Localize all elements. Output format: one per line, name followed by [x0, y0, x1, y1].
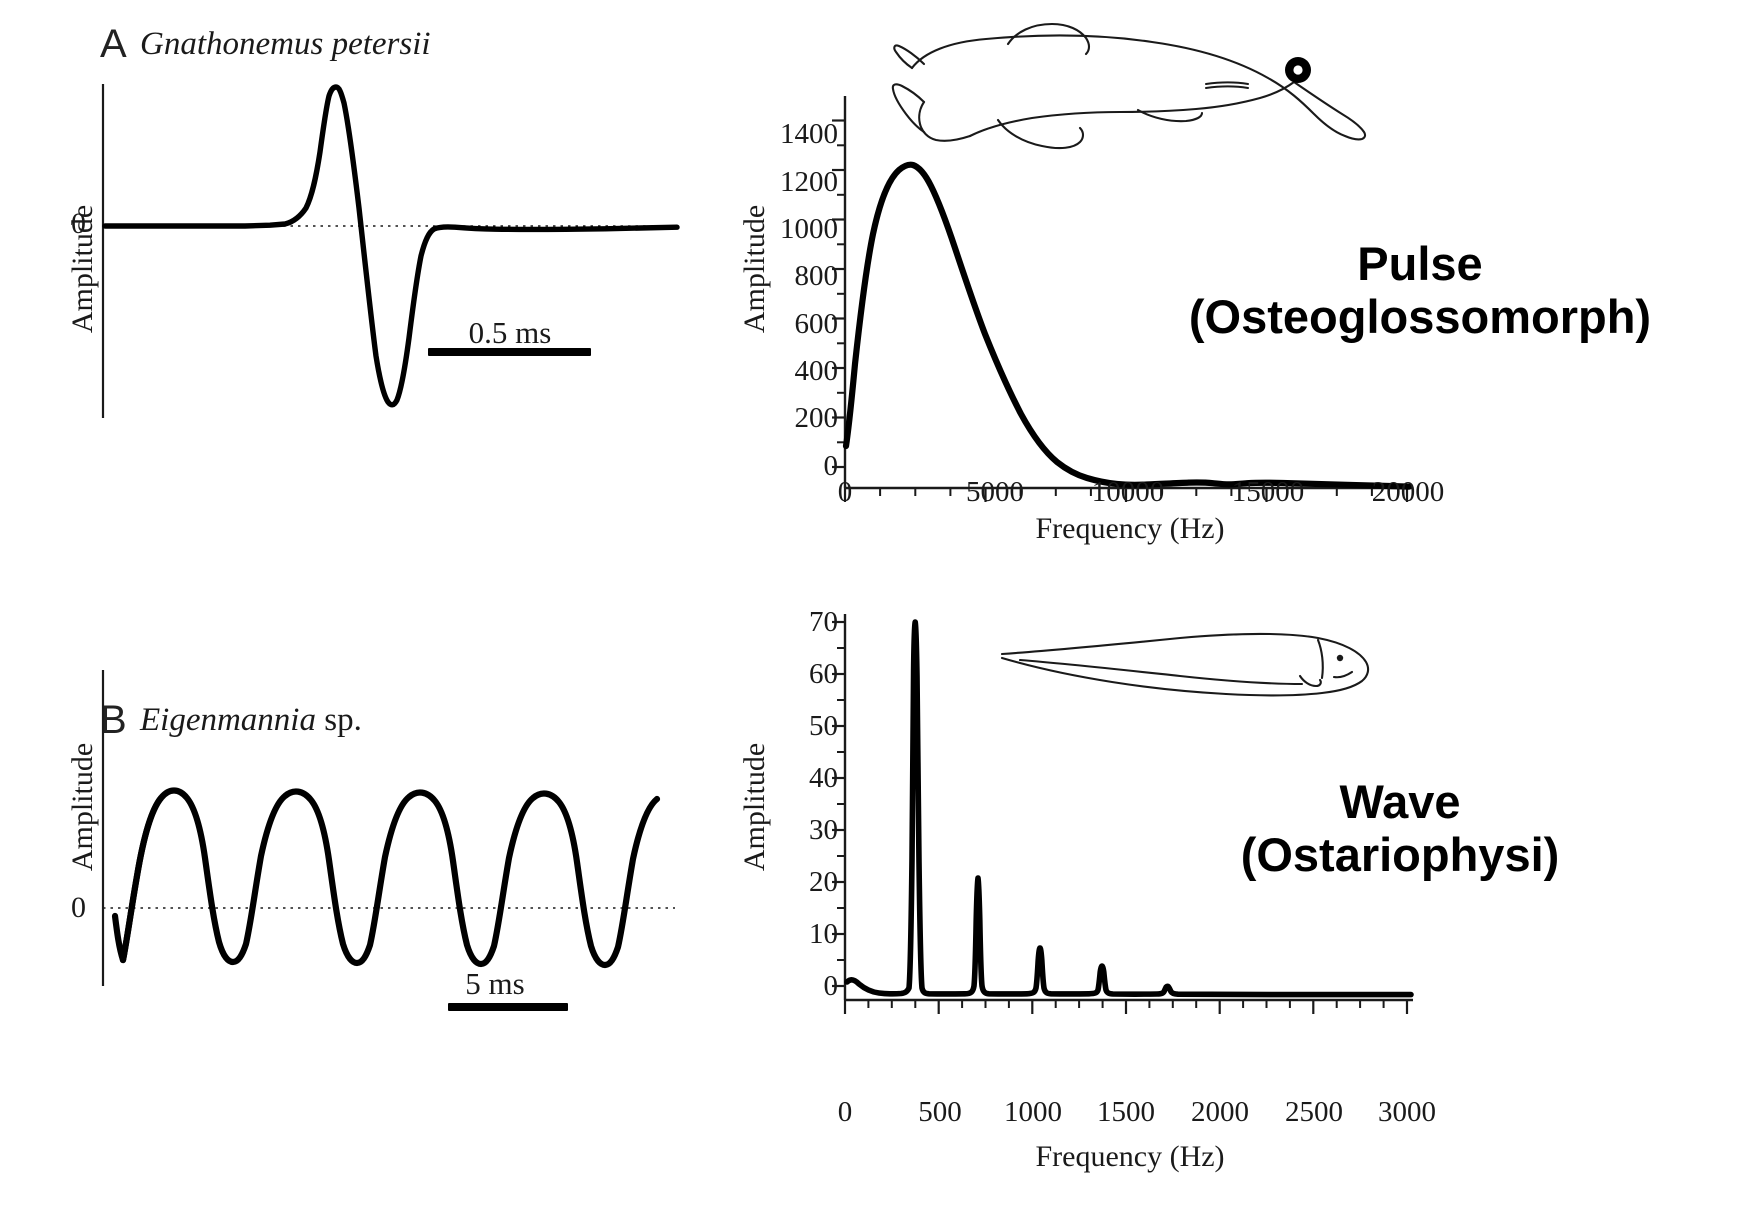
knifefish-eye	[1336, 654, 1344, 662]
pulse-annotation-line1: Pulse	[1357, 237, 1483, 290]
wave-spectrum-xtick-1000: 1000	[1004, 1096, 1062, 1128]
panel-b-zero-label: 0	[71, 891, 86, 924]
panel-b-species-italic: Eigenmannia	[140, 702, 316, 738]
pulse-spectrum-y-major-ticks	[832, 119, 845, 469]
panel-b-scalebar-label: 5 ms	[465, 966, 525, 1001]
panel-a-letter: A	[100, 22, 127, 66]
pulse-spectrum-x-major-ticks	[843, 488, 1409, 502]
panel-b-letter: B	[100, 698, 127, 742]
panel-b-species: Eigenmannia sp.	[140, 704, 362, 737]
pulse-spectrum-xtick-0: 0	[837, 476, 853, 508]
wave-spectrum-curve	[844, 619, 1414, 998]
panel-a-scalebar-label: 0.5 ms	[468, 315, 552, 350]
wave-spectrum-ytick-50: 50	[809, 710, 838, 742]
panel-a-trace	[102, 84, 680, 408]
wave-spectrum-x-axis-title: Frequency (Hz)	[1035, 1140, 1225, 1173]
wave-annotation-line2: (Ostariophysi)	[1240, 827, 1560, 881]
pulse-spectrum-ytick-800: 800	[794, 260, 839, 292]
panel-a-plot	[101, 84, 680, 418]
pulse-spectrum-ytick-0: 0	[823, 450, 839, 482]
wave-spectrum-ytick-20: 20	[809, 866, 838, 898]
wave-spectrum-ytick-40: 40	[809, 762, 838, 794]
wave-spectrum-y-minor-ticks	[837, 647, 845, 961]
panel-b-trace-extra-path	[119, 794, 165, 964]
panel-b-scalebar	[448, 1003, 568, 1011]
panel-b-trace-extra	[119, 794, 165, 964]
pulse-spectrum-x-minor-ticks	[879, 488, 1373, 496]
pulse-spectrum-ytick-200: 200	[794, 402, 839, 434]
pulse-spectrum-xtick-20000: 20000	[1371, 476, 1445, 508]
wave-spectrum-xtick-0: 0	[837, 1096, 853, 1128]
wave-spectrum-xtick-3000: 3000	[1378, 1096, 1436, 1128]
wave-spectrum-ytick-70: 70	[809, 606, 838, 638]
pulse-spectrum-xtick-15000: 15000	[1231, 476, 1305, 508]
panel-a-species-italic: Gnathonemus petersii	[140, 26, 431, 62]
fish-eye-highlight	[1293, 65, 1303, 75]
pulse-spectrum-x-axis-title: Frequency (Hz)	[1035, 512, 1225, 545]
wave-spectrum-x-minor-ticks	[867, 1000, 1385, 1008]
panel-a-species: Gnathonemus petersii	[140, 28, 431, 61]
panel-a-zero-label: 0	[71, 207, 86, 240]
pulse-spectrum-y-minor-ticks	[837, 144, 845, 444]
wave-spectrum-xtick-2000: 2000	[1191, 1096, 1249, 1128]
pulse-spectrum-xtick-10000: 10000	[1091, 476, 1165, 508]
wave-spectrum-plot	[832, 614, 1414, 1014]
pulse-spectrum-plot	[832, 96, 1413, 502]
wave-spectrum-ytick-0: 0	[823, 970, 839, 1002]
panel-b-trace-segment-1	[119, 787, 609, 969]
pulse-spectrum-xtick-5000: 5000	[966, 476, 1024, 508]
pulse-spectrum-ytick-1400: 1400	[780, 118, 838, 150]
pulse-spectrum-ytick-1000: 1000	[780, 213, 838, 245]
wave-spectrum-x-major-ticks	[843, 1000, 1409, 1014]
panel-b-species-roman: sp.	[315, 702, 362, 738]
panel-a-scalebar	[428, 348, 591, 356]
elephantnose-fish-icon	[891, 22, 1367, 150]
wave-annotation: Wave (Ostariophysi)	[1140, 775, 1660, 881]
wave-spectrum-ytick-30: 30	[809, 814, 838, 846]
wave-spectrum-y-major-ticks	[832, 620, 845, 988]
wave-spectrum-xtick-1500: 1500	[1097, 1096, 1155, 1128]
wave-spectrum-ytick-10: 10	[809, 918, 838, 950]
wave-spectrum-xtick-500: 500	[918, 1096, 962, 1128]
pulse-spectrum-ytick-400: 400	[794, 355, 839, 387]
pulse-annotation-line2: (Osteoglossomorph)	[1188, 289, 1652, 343]
pulse-annotation: Pulse (Osteoglossomorph)	[1110, 237, 1730, 343]
wave-spectrum-y-axis-title: Amplitude	[738, 742, 771, 872]
pulse-spectrum-ytick-1200: 1200	[780, 166, 838, 198]
panel-b-trace-segment-2	[601, 795, 661, 969]
wave-spectrum-xtick-2500: 2500	[1285, 1096, 1343, 1128]
pulse-spectrum-curve	[842, 161, 1413, 490]
pulse-spectrum-ytick-600: 600	[794, 308, 839, 340]
wave-spectrum-ytick-60: 60	[809, 658, 838, 690]
knifefish-icon	[1000, 632, 1370, 697]
wave-annotation-line1: Wave	[1339, 775, 1461, 828]
